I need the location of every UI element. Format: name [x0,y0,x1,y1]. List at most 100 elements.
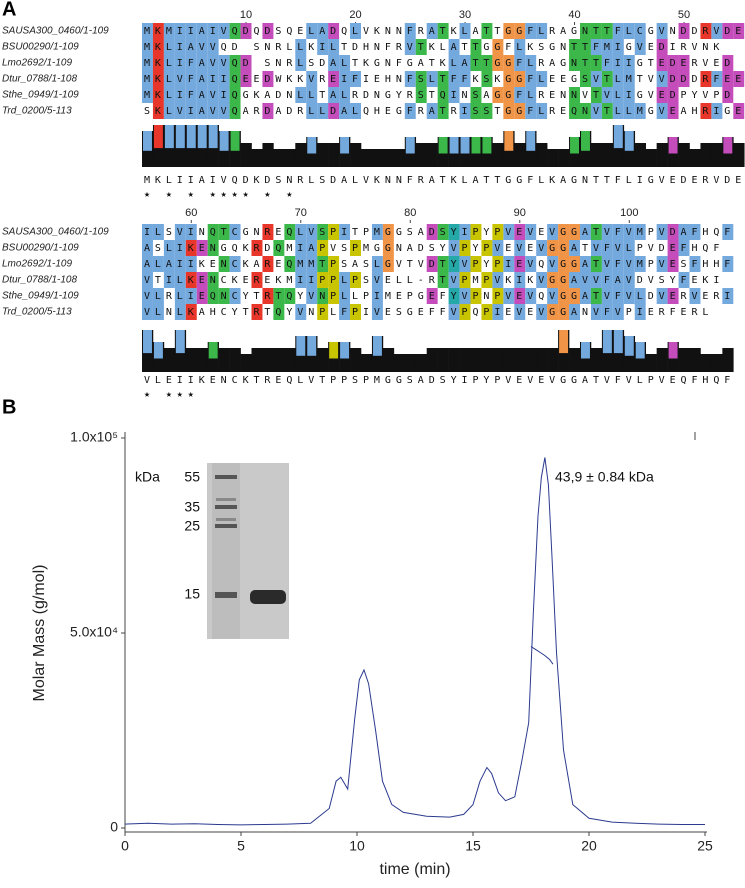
logo-column [711,143,723,167]
logo-top [175,330,185,354]
residue-bg [514,71,526,87]
residue-bg [240,71,252,87]
residue-bg [218,256,230,272]
residue-bg [185,23,197,39]
residue-bg [612,39,624,55]
logo-top [570,137,579,154]
residue-bg [590,240,602,256]
residue-bg [590,87,602,103]
residue-bg [339,288,351,304]
residue-bg [240,23,252,39]
residue-bg [152,23,164,39]
residue-bg [667,240,679,256]
residue-bg [623,288,635,304]
residue-bg [163,39,175,55]
residue-bg [590,224,602,240]
sequence: ASLIKENGQKRDQMIAPVSPMGGNADSYVPYPVEVEVGGA… [144,243,719,254]
logo-column [163,348,176,372]
residue-bg [612,256,624,272]
residue-bg [536,103,548,119]
ruler-number: 30 [459,9,471,21]
sequence-name: SAUSA300_0460/1-109 [2,227,109,238]
residue-bg [459,272,471,288]
residue-bg [142,224,153,240]
residue-bg [163,71,175,87]
residue-bg [174,272,186,288]
residue-bg [295,272,307,288]
sequence-name: Trd_0200/5-113 [2,307,72,318]
residue-bg [262,103,274,119]
sequence: MKLVFAIIQEEDWKKVREIFIEHNFSLTFFKSKGGFLEEG… [144,74,741,85]
residue-bg [295,304,307,320]
residue-bg [503,103,515,119]
residue-bg [185,224,197,240]
residue-bg [437,71,449,87]
sequence-name: BSU00290/1-109 [2,42,79,53]
residue-bg [306,103,318,119]
residue-bg [514,240,526,256]
sequence-name: SAUSA300_0460/1-109 [2,26,109,37]
logo-column [689,149,701,167]
residue-bg [196,23,208,39]
residue-bg [152,304,164,320]
residue-bg [623,23,635,39]
residue-bg [382,240,394,256]
residue-bg [667,55,679,71]
logo-column [678,348,690,372]
residue-bg [612,272,624,288]
residue-bg [426,71,438,87]
logo-column [426,348,438,372]
residue-bg [415,87,427,103]
logo-top [175,125,185,149]
residue-bg [470,224,482,240]
residue-bg [536,272,548,288]
logo-column [733,143,745,167]
residue-bg [185,240,197,256]
panel-label: B [2,396,16,418]
residue-bg [350,71,361,87]
residue-bg [514,256,526,272]
logo-top [482,137,492,154]
residue-bg [503,55,515,71]
residue-bg [317,224,329,240]
residue-bg [503,224,515,240]
residue-bg [404,39,416,55]
residue-bg [426,256,438,272]
residue-bg [437,272,449,288]
marker-band [215,475,237,479]
residue-bg [492,240,504,256]
residue-bg [426,288,438,304]
residue-bg [492,224,504,240]
residue-bg [306,288,318,304]
sequence-name: Sthe_0949/1-109 [2,90,79,101]
residue-bg [196,87,208,103]
residue-bg [350,23,361,39]
x-tick-label: 10 [349,838,365,854]
residue-bg [350,272,361,288]
residue-bg [601,256,613,272]
residue-bg [382,224,394,240]
residue-bg [306,224,318,240]
ruler-number: 50 [678,9,690,21]
ruler-number: 40 [568,9,580,21]
residue-bg [339,87,351,103]
residue-bg [470,256,482,272]
residue-bg [142,272,153,288]
residue-bg [196,39,208,55]
residue-bg [525,288,537,304]
residue-bg [328,55,340,71]
residue-bg [536,240,548,256]
logo-top [581,131,590,151]
residue-bg [612,23,624,39]
logo-top [613,330,623,354]
residue-bg [207,103,219,119]
residue-bg [547,240,559,256]
marker-label: 25 [184,518,200,534]
residue-bg [448,256,460,272]
residue-bg [229,55,241,71]
residue-bg [536,304,548,320]
residue-bg [174,87,186,103]
residue-bg [612,55,624,71]
residue-bg [207,71,219,87]
ruler-number: 100 [620,207,638,219]
